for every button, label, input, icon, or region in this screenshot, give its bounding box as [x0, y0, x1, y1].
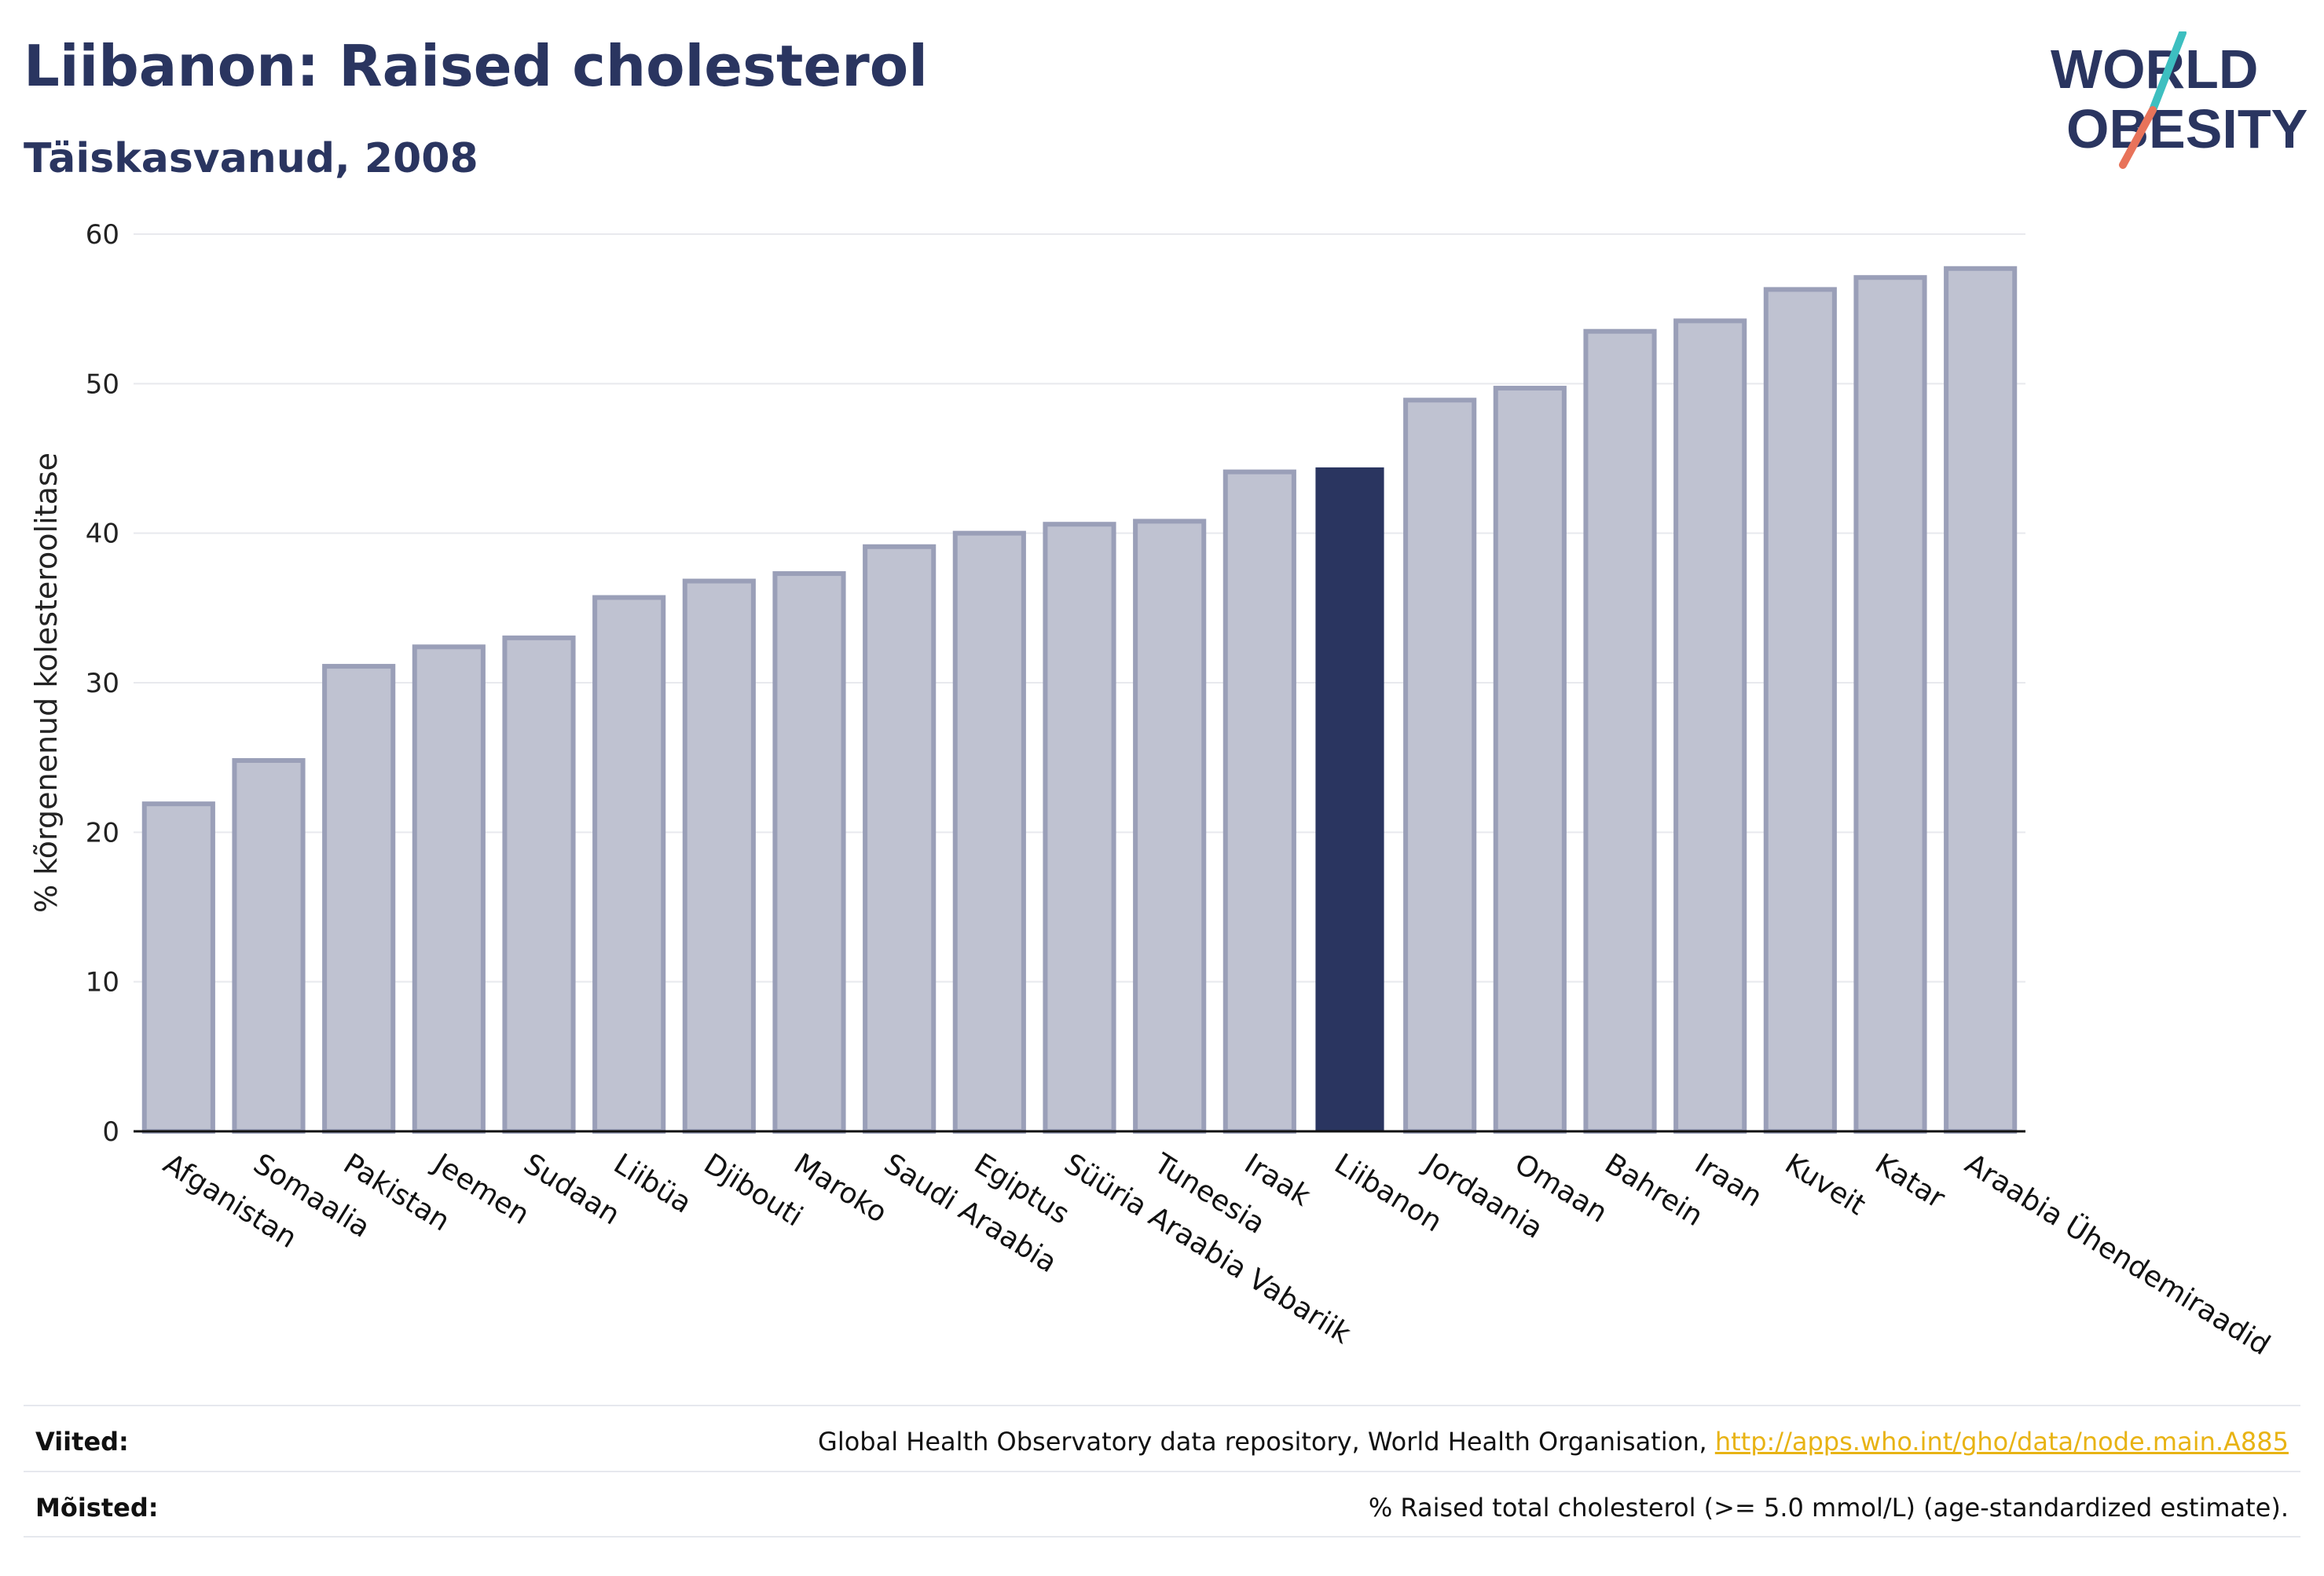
- logo-word-obesity: OBESITY: [2066, 98, 2308, 159]
- y-tick-label: 20: [86, 817, 119, 848]
- bar-omaan[interactable]: [1493, 386, 1567, 1134]
- bar-jeemen[interactable]: [412, 644, 486, 1134]
- bar-araabia-ühendemiraadid[interactable]: [1944, 266, 2018, 1134]
- x-tick-label: Kuveit: [1780, 1148, 1871, 1222]
- y-tick-label: 30: [86, 668, 119, 699]
- bar-maroko[interactable]: [772, 571, 846, 1134]
- bar-sudaan[interactable]: [502, 635, 576, 1134]
- bar-egiptus[interactable]: [952, 530, 1026, 1134]
- bar-süüria-araabia-vabariik[interactable]: [1043, 522, 1116, 1134]
- bar-afganistan[interactable]: [141, 801, 215, 1134]
- bar-tuneesia[interactable]: [1133, 519, 1207, 1134]
- x-tick-label: Katar: [1869, 1148, 1950, 1215]
- x-tick-label: Maroko: [788, 1148, 893, 1230]
- logo-slash-coral: [2119, 106, 2157, 169]
- bar-djibouti[interactable]: [682, 578, 756, 1134]
- bar-chart: 0 10 20 30 40 50 60 % kõrgenenud kolesteroolita…: [29, 219, 2276, 1362]
- y-tick-label: 40: [86, 519, 119, 550]
- sources-description: Global Health Observatory data repositor…: [818, 1427, 1715, 1457]
- world-obesity-logo: WORLD OBESITY: [2051, 31, 2308, 169]
- bar-liibüa[interactable]: [592, 595, 666, 1134]
- y-tick-label: 0: [102, 1116, 119, 1148]
- footer-divider-bottom: [24, 1536, 2300, 1538]
- x-tick-label: Araabia Ühendemiraadid: [1959, 1147, 2276, 1362]
- definitions-label: Mõisted:: [35, 1493, 159, 1523]
- logo-slash-teal: [2149, 31, 2187, 114]
- bar-pakistan[interactable]: [322, 664, 396, 1134]
- bar-iraak[interactable]: [1222, 469, 1296, 1134]
- sources-text: Global Health Observatory data repositor…: [818, 1427, 2289, 1457]
- page-title: Liibanon: Raised cholesterol: [24, 33, 928, 99]
- bar-somaalia[interactable]: [232, 757, 306, 1134]
- x-tick-label: Sudaan: [518, 1148, 625, 1232]
- bar-iraan[interactable]: [1673, 318, 1747, 1134]
- bar-bahrein[interactable]: [1583, 328, 1657, 1134]
- footer-divider-middle: [24, 1471, 2300, 1472]
- page-subtitle: Täiskasvanud, 2008: [24, 135, 478, 182]
- x-tick-label: Djibouti: [698, 1148, 808, 1233]
- logo-word-world: WORLD: [2051, 38, 2258, 100]
- x-tick-label: Bahrein: [1599, 1148, 1708, 1233]
- footer-divider-top: [24, 1405, 2300, 1406]
- sources-label: Viited:: [35, 1427, 129, 1457]
- y-tick-label: 50: [86, 368, 119, 400]
- bar-katar[interactable]: [1853, 275, 1927, 1134]
- bar-kuveit[interactable]: [1763, 287, 1837, 1134]
- definitions-text: % Raised total cholesterol (>= 5.0 mmol/…: [1368, 1493, 2289, 1523]
- bar-jordaania[interactable]: [1403, 398, 1477, 1134]
- sources-link[interactable]: http://apps.who.int/gho/data/node.main.A…: [1714, 1427, 2289, 1457]
- y-tick-label: 10: [86, 967, 119, 999]
- bar-liibanon[interactable]: [1315, 467, 1384, 1131]
- y-axis-label: % kõrgenenud kolesteroolitase: [29, 453, 64, 913]
- bar-saudi-araabia[interactable]: [863, 544, 937, 1134]
- y-tick-label: 60: [86, 219, 119, 251]
